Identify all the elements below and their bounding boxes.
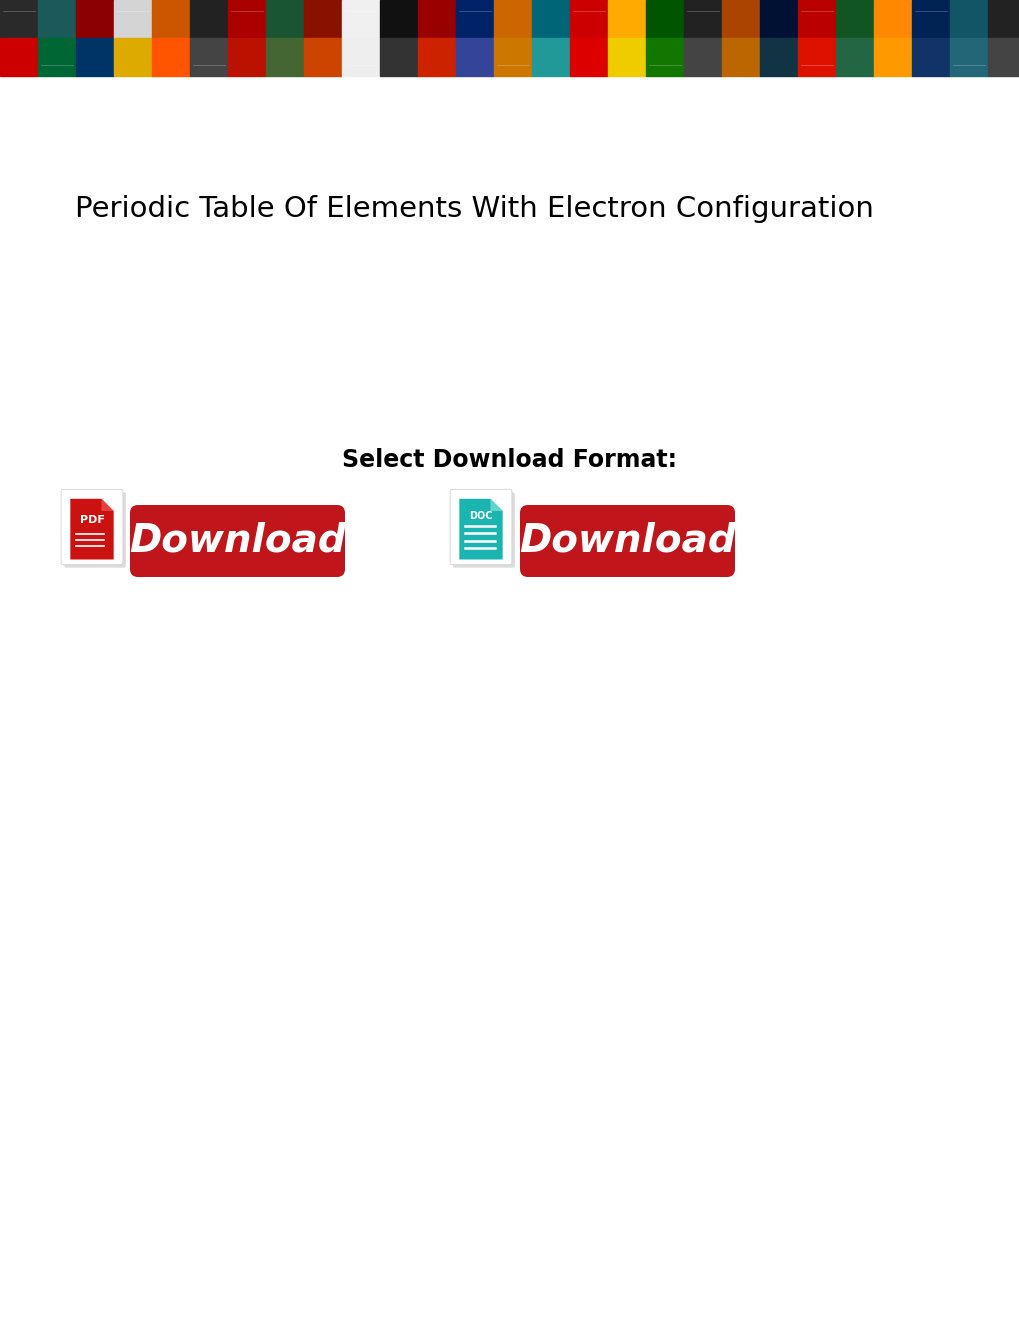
Bar [873, 38, 911, 77]
Bar [949, 0, 987, 38]
Bar [76, 0, 114, 38]
Text: Select Download Format:: Select Download Format: [342, 447, 677, 473]
Bar [873, 0, 911, 38]
Bar [380, 0, 418, 38]
Bar [152, 38, 190, 77]
Bar [607, 0, 645, 38]
Bar [455, 38, 493, 77]
Polygon shape [490, 499, 502, 511]
Bar [645, 38, 684, 77]
Bar [493, 0, 532, 38]
Bar [76, 38, 114, 77]
Polygon shape [101, 499, 113, 511]
FancyBboxPatch shape [64, 492, 125, 568]
Bar [532, 38, 570, 77]
Bar [418, 0, 455, 38]
Bar [0, 38, 38, 77]
Bar [114, 0, 152, 38]
Bar [797, 38, 836, 77]
Bar [38, 38, 76, 77]
Bar [570, 0, 607, 38]
Text: Download: Download [519, 521, 735, 560]
Bar [418, 38, 455, 77]
Bar [684, 0, 721, 38]
Bar [341, 0, 380, 38]
Bar [570, 38, 607, 77]
Bar [721, 0, 759, 38]
Bar [266, 0, 304, 38]
Bar [836, 38, 873, 77]
Bar [304, 0, 341, 38]
FancyBboxPatch shape [449, 490, 512, 565]
Bar [607, 38, 645, 77]
Text: Download: Download [129, 521, 345, 560]
Bar [38, 0, 76, 38]
FancyBboxPatch shape [452, 492, 515, 568]
Bar [493, 38, 532, 77]
Bar [152, 0, 190, 38]
Bar [266, 38, 304, 77]
Bar [759, 38, 797, 77]
Bar [759, 0, 797, 38]
Polygon shape [459, 499, 502, 560]
Bar [949, 38, 987, 77]
Polygon shape [70, 499, 113, 560]
Bar [190, 0, 228, 38]
Bar [797, 0, 836, 38]
Bar [380, 38, 418, 77]
Bar [341, 38, 380, 77]
Bar [721, 38, 759, 77]
Bar [836, 0, 873, 38]
Bar [228, 38, 266, 77]
Bar [987, 38, 1019, 77]
FancyBboxPatch shape [61, 490, 122, 565]
Bar [684, 38, 721, 77]
Bar [645, 0, 684, 38]
Bar [304, 38, 341, 77]
Text: DOC: DOC [469, 511, 492, 521]
Bar [114, 38, 152, 77]
Bar [228, 0, 266, 38]
Bar [0, 0, 38, 38]
FancyBboxPatch shape [129, 506, 344, 577]
Bar [911, 38, 949, 77]
FancyBboxPatch shape [520, 506, 735, 577]
Text: Periodic Table Of Elements With Electron Configuration: Periodic Table Of Elements With Electron… [75, 195, 873, 223]
Bar [911, 0, 949, 38]
Bar [190, 38, 228, 77]
Text: PDF: PDF [79, 515, 104, 525]
Bar [532, 0, 570, 38]
Bar [455, 0, 493, 38]
Bar [987, 0, 1019, 38]
